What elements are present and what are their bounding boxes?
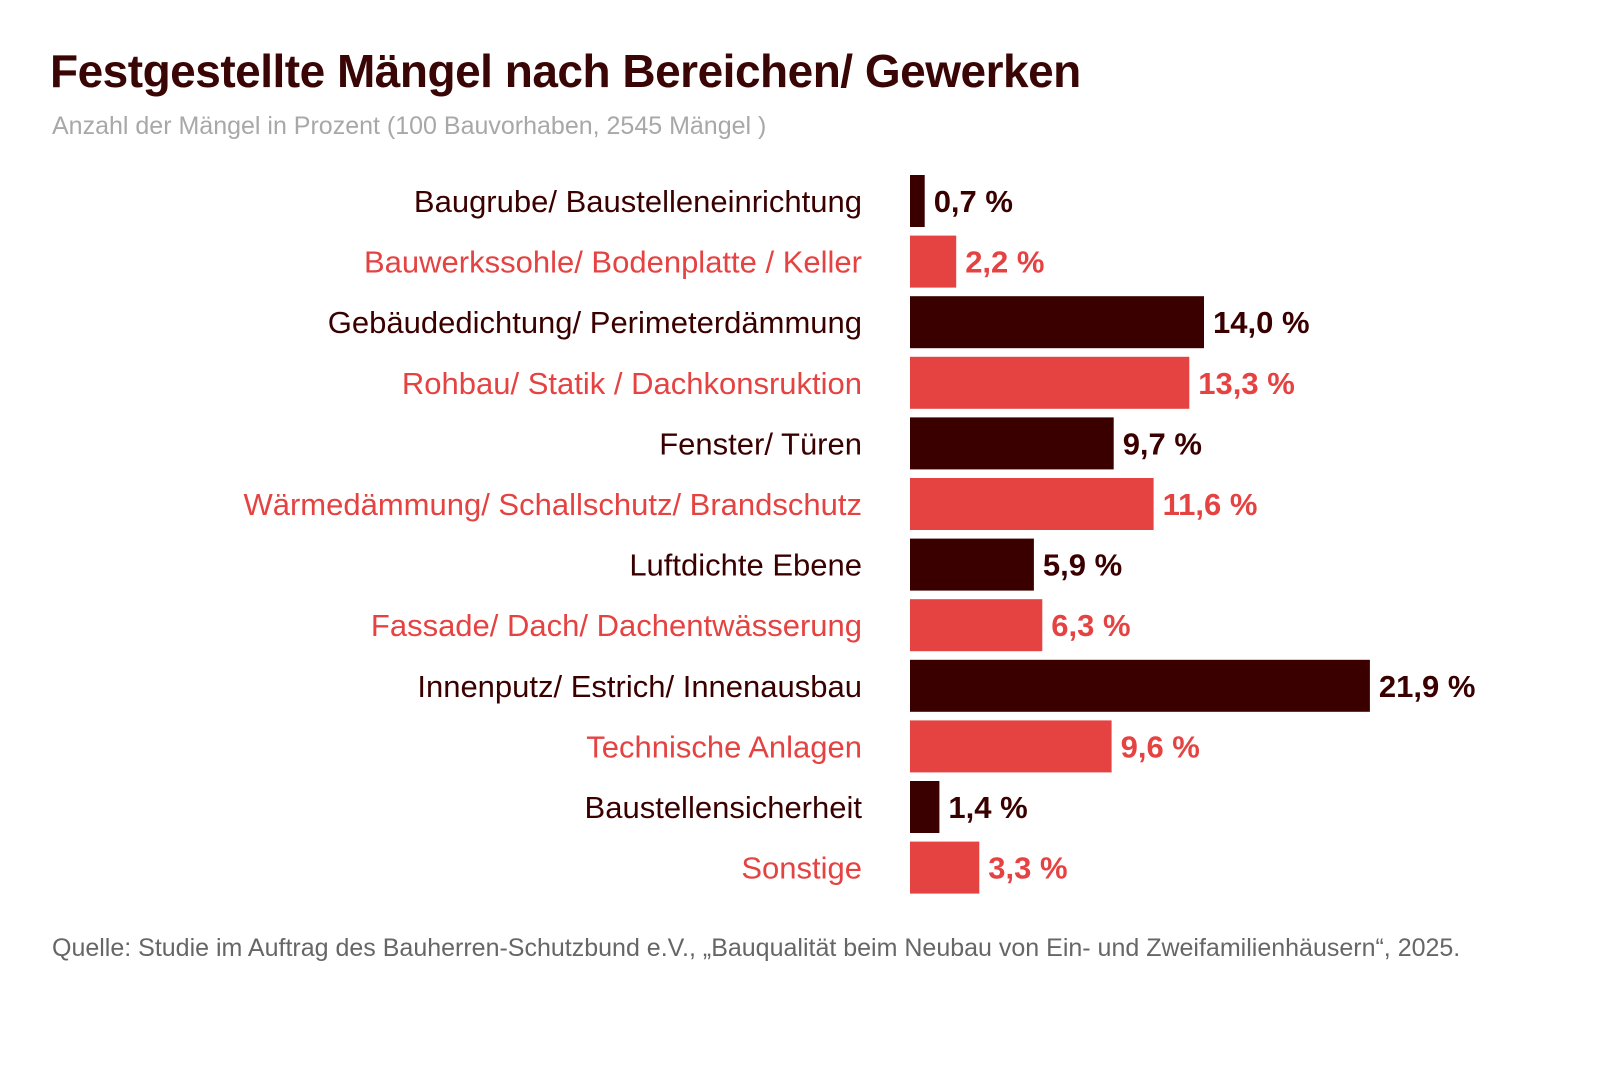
category-label: Rohbau/ Statik / Dachkonsruktion	[402, 366, 862, 401]
bar-row: Gebäudedichtung/ Perimeterdämmung 14,0 %	[328, 296, 1310, 349]
value-label: 13,3 %	[1198, 366, 1295, 401]
bar-row: Wärmedämmung/ Schallschutz/ Brandschutz 1…	[243, 478, 1257, 530]
bar	[910, 659, 1370, 712]
value-label: 6,3 %	[1051, 608, 1130, 643]
category-label: Innenputz/ Estrich/ Innenausbau	[417, 669, 862, 704]
bar-row: Rohbau/ Statik / Dachkonsruktion 13,3 %	[402, 356, 1295, 409]
bar	[910, 841, 980, 894]
bar-row: Fassade/ Dach/ Dachentwässerung 6,3 %	[371, 599, 1131, 652]
bar-chart: Baugrube/ Baustelleneinrichtung 0,7 % Bauw…	[243, 175, 1476, 894]
value-label: 11,6 %	[1163, 487, 1258, 522]
bar-row: Technische Anlagen 9,6 %	[586, 720, 1200, 773]
value-label: 3,3 %	[988, 851, 1067, 886]
category-label: Bauwerkssohle/ Bodenplatte / Keller	[364, 245, 862, 280]
value-label: 9,7 %	[1123, 426, 1202, 461]
bar-row: Luftdichte Ebene 5,9 %	[629, 538, 1122, 591]
category-label: Baugrube/ Baustelleneinrichtung	[414, 184, 862, 219]
chart-title: Festgestellte Mängel nach Bereichen/ Gew…	[50, 45, 1081, 97]
bar	[910, 599, 1043, 652]
bar-row: Innenputz/ Estrich/ Innenausbau 21,9 %	[417, 659, 1476, 712]
bar-row: Fenster/ Türen 9,7 %	[659, 417, 1202, 470]
category-label: Fenster/ Türen	[659, 426, 862, 461]
value-label: 14,0 %	[1213, 305, 1310, 340]
category-label: Gebäudedichtung/ Perimeterdämmung	[328, 305, 862, 340]
source-note: Quelle: Studie im Auftrag des Bauherren-…	[52, 934, 1461, 962]
bar-row: Bauwerkssohle/ Bodenplatte / Keller 2,2 %	[364, 235, 1044, 288]
bar	[910, 720, 1112, 773]
chart-subtitle: Anzahl der Mängel in Prozent (100 Bauvor…	[52, 112, 767, 140]
bar	[910, 417, 1114, 470]
bar-row: Baustellensicherheit 1,4 %	[585, 781, 1028, 833]
bar	[910, 781, 940, 833]
category-label: Technische Anlagen	[586, 729, 862, 764]
value-label: 0,7 %	[934, 184, 1013, 219]
bar-row: Sonstige 3,3 %	[741, 841, 1068, 894]
bar	[910, 235, 957, 288]
bar-row: Baugrube/ Baustelleneinrichtung 0,7 %	[414, 175, 1013, 227]
bar	[910, 538, 1034, 591]
category-label: Baustellensicherheit	[585, 790, 863, 825]
bar	[910, 356, 1190, 409]
category-label: Sonstige	[741, 851, 862, 886]
category-label: Luftdichte Ebene	[629, 548, 862, 583]
category-label: Wärmedämmung/ Schallschutz/ Brandschutz	[243, 487, 862, 522]
value-label: 2,2 %	[965, 245, 1044, 280]
value-label: 21,9 %	[1379, 669, 1476, 704]
value-label: 1,4 %	[948, 790, 1027, 825]
value-label: 9,6 %	[1121, 729, 1200, 764]
bar	[910, 296, 1204, 349]
value-label: 5,9 %	[1043, 548, 1122, 583]
category-label: Fassade/ Dach/ Dachentwässerung	[371, 608, 862, 643]
bar	[910, 478, 1154, 530]
bar	[910, 175, 925, 227]
